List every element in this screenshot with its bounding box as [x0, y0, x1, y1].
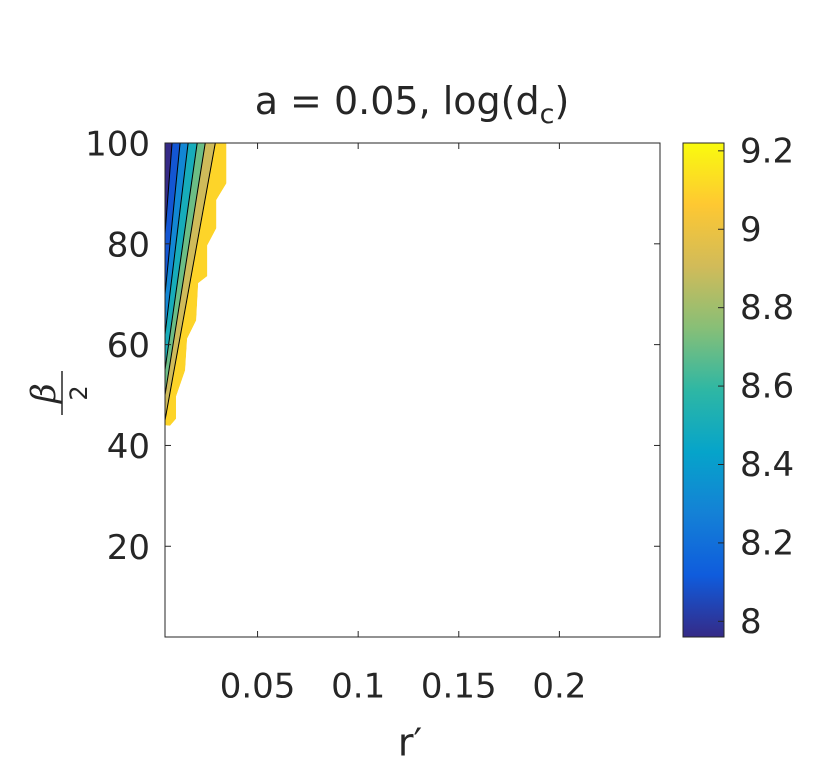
title-suffix: )	[554, 79, 569, 123]
x-axis-label: r′	[398, 721, 422, 765]
colorbar-tick-label: 8	[740, 602, 762, 642]
y-label-denominator: 2	[65, 385, 93, 400]
x-tick-label: 0.2	[532, 667, 586, 707]
y-tick-label: 80	[107, 225, 150, 265]
y-tick-label: 20	[107, 528, 150, 568]
contour-line	[165, 143, 181, 295]
chart-title: a = 0.05, log(dc)	[255, 79, 570, 130]
colorbar-tick-label: 9	[740, 210, 762, 250]
contour-line	[165, 143, 198, 370]
contour-line	[165, 143, 206, 396]
y-tick-label: 100	[85, 125, 150, 165]
contour-line	[165, 143, 189, 335]
colorbar-tick-label: 8.6	[740, 367, 794, 407]
title-text: a = 0.05, log(d	[255, 79, 540, 123]
y-tick-label: 40	[107, 427, 150, 467]
colorbar	[682, 142, 725, 638]
colorbar-tick-label: 9.2	[740, 131, 794, 171]
colorbar-tick-label: 8.4	[740, 445, 794, 485]
y-axis-label: β 2	[24, 371, 93, 415]
x-tick-label: 0.1	[331, 667, 385, 707]
y-label-numerator: β	[24, 383, 64, 405]
x-tick-label: 0.15	[421, 667, 497, 707]
x-tick-label: 0.05	[220, 667, 296, 707]
contour-region	[165, 143, 227, 426]
colorbar-tick-label: 8.2	[740, 523, 794, 563]
contour-line	[165, 143, 173, 234]
axes-box	[164, 142, 661, 638]
colorbar-tick-label: 8.8	[740, 288, 794, 328]
title-subscript: c	[540, 99, 555, 130]
contour-line	[165, 143, 216, 421]
plot-area	[165, 143, 227, 426]
y-tick-label: 60	[107, 326, 150, 366]
